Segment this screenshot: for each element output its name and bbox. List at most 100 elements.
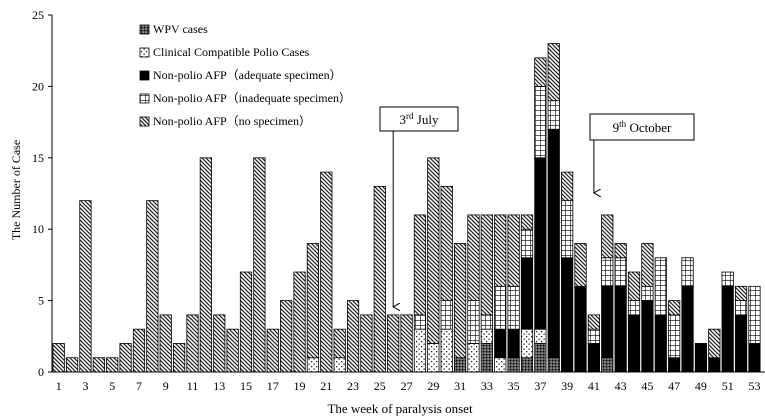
bar-week-32-series-4 — [467, 300, 480, 344]
bar-week-48-series-4 — [681, 257, 694, 287]
bar-week-35-series-3 — [507, 328, 520, 359]
y-tick-labels: 0 5 10 15 20 25 — [32, 8, 52, 379]
bar-week-38-series-1 — [547, 357, 560, 373]
bar-week-26-series-5 — [387, 314, 400, 373]
bar-week-43-series-5 — [614, 243, 627, 259]
y-tick-label-5: 5 — [38, 294, 44, 308]
bar-week-3-series-5 — [79, 200, 92, 373]
legend-label-2: Clinical Compatible Polio Cases — [153, 45, 310, 59]
bar-week-42-series-1 — [601, 357, 614, 373]
y-axis-title: The Number of Case — [9, 140, 23, 240]
bar-week-34-series-5 — [494, 214, 507, 287]
bar-week-22-series-2 — [333, 357, 346, 373]
bar-week-19-series-5 — [293, 271, 306, 373]
bar-week-47-series-5 — [668, 300, 681, 316]
bar-week-49-series-3 — [694, 343, 708, 373]
bar-week-30-series-4 — [440, 300, 453, 330]
bar-week-33-series-5 — [480, 214, 493, 316]
bar-week-38-series-4 — [547, 100, 560, 130]
bar-week-35-series-5 — [507, 214, 520, 287]
bar-week-39-series-3 — [561, 257, 574, 373]
bar-week-5-series-5 — [106, 357, 119, 373]
x-tick-label-11: 11 — [187, 379, 199, 393]
x-tick-label-35: 35 — [508, 379, 520, 393]
bar-week-28-series-4 — [413, 314, 427, 330]
x-tick-label-47: 47 — [668, 379, 680, 393]
bar-week-33-series-2 — [480, 328, 493, 344]
bar-week-38-series-5 — [547, 43, 560, 102]
x-tick-label-41: 41 — [588, 379, 600, 393]
legend-swatch-3 — [139, 70, 150, 81]
x-tick-label-15: 15 — [240, 379, 252, 393]
legend-label-3: Non-polio AFP（adequate specimen） — [153, 68, 342, 82]
legend-swatch-4 — [139, 93, 150, 104]
bar-week-7-series-5 — [132, 328, 146, 373]
annotation-label-1: 3rd July — [400, 111, 439, 127]
bar-week-28-series-2 — [413, 328, 427, 373]
x-tick-label-1: 1 — [56, 379, 62, 393]
bar-week-4-series-5 — [92, 357, 105, 373]
bar-week-20-series-2 — [306, 357, 320, 373]
bar-week-2-series-5 — [65, 357, 79, 373]
annotation-box-1 — [379, 106, 459, 132]
bar-week-33-series-4 — [480, 314, 493, 330]
bar-week-45-series-4 — [641, 285, 654, 302]
legend-label-1: WPV cases — [153, 22, 208, 36]
legend-label-4: Non-polio AFP（inadequate specimen） — [153, 91, 351, 105]
bar-week-36-series-2 — [520, 328, 534, 359]
bar-week-31-series-5 — [453, 243, 467, 359]
bar-week-41-series-3 — [587, 343, 600, 373]
bar-week-11-series-5 — [186, 314, 199, 373]
annotations: 3rd July 9th October — [379, 106, 695, 307]
bar-week-36-series-3 — [520, 257, 534, 330]
bar-week-29-series-2 — [427, 343, 440, 373]
x-tick-label-51: 51 — [722, 379, 734, 393]
axes-layer — [51, 15, 765, 373]
bar-week-35-series-1 — [507, 357, 520, 373]
bar-week-40-series-3 — [574, 285, 587, 373]
bar-week-17-series-5 — [266, 328, 279, 373]
bar-week-46-series-4 — [654, 257, 667, 316]
x-axis-title: The week of paralysis onset — [327, 401, 473, 416]
y-tick-label-15: 15 — [32, 151, 44, 165]
y-tick-label-10: 10 — [32, 222, 44, 236]
bar-week-38-series-3 — [547, 128, 560, 359]
annotation-box-2 — [589, 113, 695, 141]
bar-week-53-series-4 — [748, 285, 761, 344]
bar-week-14-series-5 — [226, 328, 239, 373]
bar-week-34-series-4 — [494, 285, 507, 330]
bar-week-27-series-5 — [400, 314, 413, 373]
bar-week-42-series-3 — [601, 285, 614, 359]
legend-swatch-5 — [139, 116, 150, 127]
x-tick-label-45: 45 — [641, 379, 653, 393]
bar-week-47-series-4 — [668, 314, 681, 359]
bar-week-37-series-5 — [534, 57, 547, 87]
bar-week-30-series-5 — [440, 185, 453, 301]
bar-week-35-series-4 — [507, 285, 520, 330]
bar-week-48-series-3 — [681, 285, 694, 373]
bar-week-50-series-3 — [708, 357, 721, 373]
x-tick-label-33: 33 — [481, 379, 493, 393]
bar-week-18-series-5 — [280, 300, 293, 373]
x-tick-label-29: 29 — [427, 379, 439, 393]
bar-week-21-series-5 — [320, 171, 333, 373]
x-tick-label-9: 9 — [163, 379, 169, 393]
bar-week-37-series-2 — [534, 328, 547, 344]
bar-week-51-series-3 — [721, 285, 734, 373]
bar-week-44-series-4 — [627, 300, 641, 316]
legend: WPV cases Clinical Compatible Polio Cases… — [139, 22, 351, 128]
annotation-label-2: 9th October — [613, 119, 672, 135]
x-tick-label-5: 5 — [109, 379, 115, 393]
bar-week-29-series-5 — [427, 157, 440, 344]
bar-week-40-series-5 — [574, 243, 587, 287]
bar-week-37-series-3 — [534, 157, 547, 330]
bar-week-52-series-5 — [734, 285, 748, 302]
x-tick-label-21: 21 — [320, 379, 332, 393]
y-tick-label-0: 0 — [38, 365, 44, 379]
bar-week-36-series-4 — [520, 228, 534, 259]
bar-week-45-series-5 — [641, 243, 654, 287]
bar-week-45-series-3 — [641, 300, 654, 373]
bars-layer — [52, 43, 761, 373]
bar-week-13-series-5 — [213, 314, 226, 373]
